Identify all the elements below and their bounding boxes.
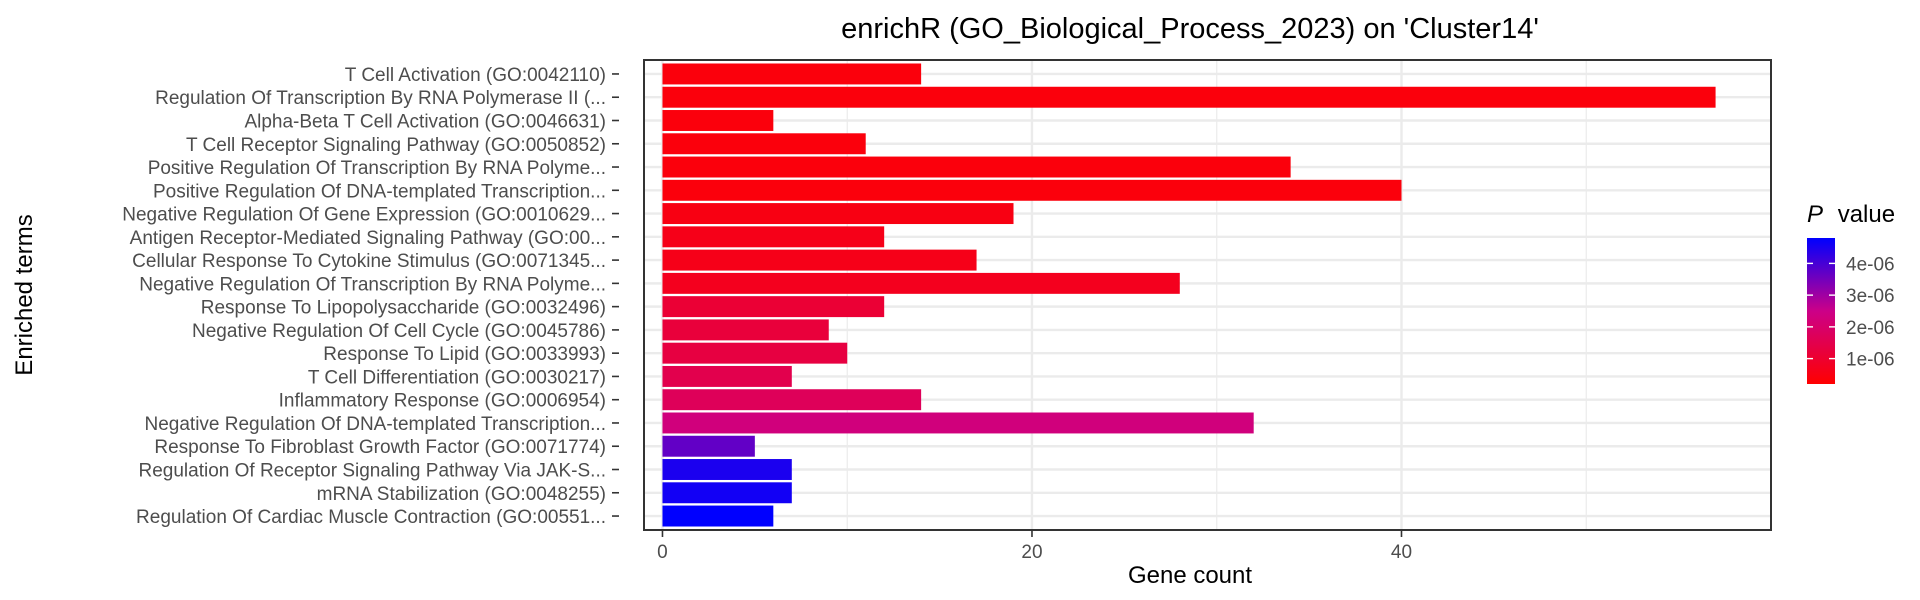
x-axis-title: Gene count: [1128, 562, 1252, 589]
color-legend: P value 1e-06 2e-06 3e-06 4e-06: [1807, 201, 1895, 384]
category-label: Regulation Of Receptor Signaling Pathway…: [138, 461, 606, 482]
bar: [662, 342, 848, 364]
bar: [662, 86, 1716, 108]
bar: [662, 156, 1291, 178]
category-label: Positive Regulation Of DNA-templated Tra…: [153, 181, 606, 202]
legend-tick-label: 4e-06: [1846, 254, 1895, 275]
bars: [662, 63, 1716, 527]
bar: [662, 296, 885, 318]
bar: [662, 319, 829, 341]
x-tick-label: 20: [1021, 542, 1042, 563]
legend-title-italic: P: [1807, 201, 1823, 228]
bar: [662, 505, 774, 527]
x-tick-label: 0: [657, 542, 668, 563]
category-label: Inflammatory Response (GO:0006954): [279, 391, 606, 412]
category-label: Positive Regulation Of Transcription By …: [148, 158, 606, 179]
legend-title: P value: [1807, 201, 1895, 228]
x-axis-ticks: 0 20 40: [657, 530, 1412, 563]
category-label: Cellular Response To Cytokine Stimulus (…: [132, 251, 606, 272]
category-label: Negative Regulation Of DNA-templated Tra…: [145, 414, 607, 435]
category-labels: T Cell Activation (GO:0042110)Regulation…: [122, 65, 619, 528]
bar: [662, 203, 1014, 225]
category-label: T Cell Differentiation (GO:0030217): [308, 367, 606, 388]
category-label: Response To Lipopolysaccharide (GO:00324…: [201, 298, 606, 319]
legend-ticks: 1e-06 2e-06 3e-06 4e-06: [1807, 254, 1895, 371]
category-label: Response To Fibroblast Growth Factor (GO…: [154, 437, 606, 458]
category-label: T Cell Receptor Signaling Pathway (GO:00…: [186, 135, 606, 156]
category-label: Response To Lipid (GO:0033993): [323, 344, 606, 365]
legend-title-rest: value: [1838, 201, 1895, 228]
chart-title: enrichR (GO_Biological_Process_2023) on …: [841, 13, 1539, 45]
bar: [662, 389, 922, 411]
bar: [662, 63, 922, 85]
category-label: Alpha-Beta T Cell Activation (GO:0046631…: [244, 111, 606, 132]
bar: [662, 482, 792, 504]
category-label: Negative Regulation Of Transcription By …: [139, 274, 606, 295]
bar: [662, 272, 1180, 294]
bar: [662, 179, 1402, 201]
category-label: Antigen Receptor-Mediated Signaling Path…: [130, 228, 606, 249]
y-axis-title: Enriched terms: [11, 214, 38, 375]
category-label: mRNA Stabilization (GO:0048255): [317, 484, 606, 505]
legend-tick-label: 2e-06: [1846, 318, 1895, 339]
legend-tick-label: 1e-06: [1846, 350, 1895, 371]
bar: [662, 249, 977, 271]
category-label: Regulation Of Cardiac Muscle Contraction…: [136, 507, 606, 528]
bar: [662, 365, 792, 387]
bar: [662, 435, 755, 457]
category-label: Negative Regulation Of Cell Cycle (GO:00…: [192, 321, 606, 342]
category-label: Negative Regulation Of Gene Expression (…: [122, 205, 606, 226]
bar: [662, 412, 1254, 434]
x-tick-label: 40: [1391, 542, 1412, 563]
plot-border: [643, 59, 1772, 531]
bar: [662, 110, 774, 131]
bar: [662, 226, 885, 248]
legend-tick-label: 3e-06: [1846, 286, 1895, 307]
bar: [662, 459, 792, 480]
plot-panel: [644, 60, 1771, 530]
category-label: T Cell Activation (GO:0042110): [345, 65, 606, 86]
legend-colorbar: [1807, 238, 1835, 384]
bar: [662, 133, 866, 155]
category-label: Regulation Of Transcription By RNA Polym…: [155, 88, 606, 109]
